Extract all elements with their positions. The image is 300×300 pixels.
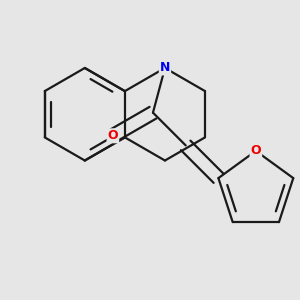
Text: O: O bbox=[108, 129, 118, 142]
Text: O: O bbox=[250, 144, 261, 158]
Text: N: N bbox=[160, 61, 170, 74]
